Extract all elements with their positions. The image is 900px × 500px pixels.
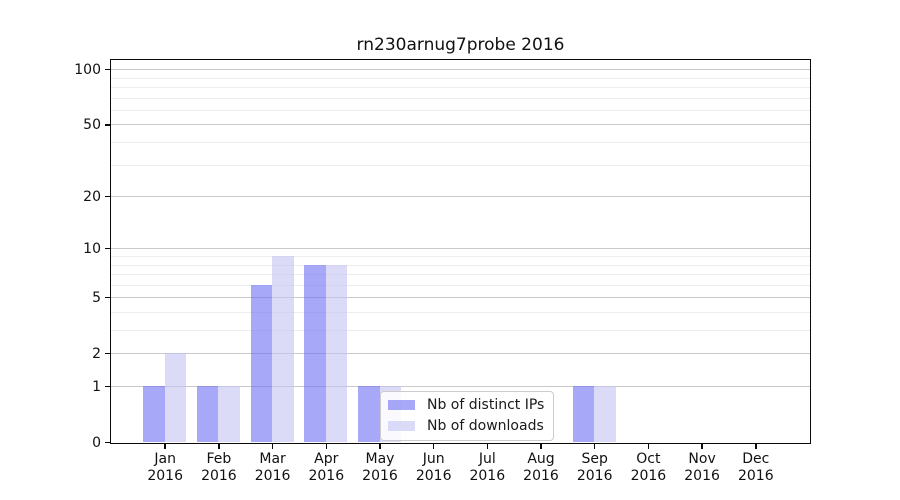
y-gridline-minor [111,77,810,79]
x-tick-label-sep: Sep 2016 [576,450,613,484]
x-tick-mark [755,444,757,449]
x-tick-label-oct: Oct 2016 [630,450,667,484]
y-tick-label: 100 [74,61,101,78]
bar-downloads-jan [164,353,187,442]
bar-downloads-sep [594,386,616,442]
bar-downloads-apr [325,264,348,442]
x-tick-mark [701,444,703,449]
y-tick-mark [105,247,111,250]
bar-distinct-ips-apr [304,264,326,442]
x-tick-label-jul: Jul 2016 [469,450,506,484]
bar-distinct-ips-sep [572,386,595,442]
y-gridline-minor [111,164,810,166]
legend: Nb of distinct IPs Nb of downloads [380,391,555,441]
y-tick-mark [105,296,111,299]
y-gridline-minor [111,97,810,99]
bar-downloads-mar [272,255,294,442]
y-tick-label: 5 [92,289,101,306]
y-gridline-minor [111,109,810,111]
x-tick-mark [379,444,381,449]
legend-label-distinct-ips: Nb of distinct IPs [427,397,545,413]
y-gridline-minor [111,274,810,275]
y-gridline-major [111,353,810,355]
y-tick-mark [105,124,111,126]
x-tick-label-jan: Jan 2016 [147,450,184,484]
x-tick-label-may: May 2016 [362,450,398,484]
y-tick-mark [105,385,111,388]
y-gridline-minor [111,284,810,286]
y-gridline-minor [111,255,810,257]
x-tick-mark [593,444,596,449]
bar-distinct-ips-feb [196,386,219,442]
plot-area [110,59,811,444]
y-gridline-major [111,248,810,250]
x-tick-label-nov: Nov 2016 [684,450,720,484]
bar-distinct-ips-mar [250,284,273,442]
chart-title: rn230arnug7probe 2016 [356,35,565,55]
y-gridline-minor [111,86,810,88]
y-tick-label: 50 [83,116,101,133]
y-tick-mark [105,195,111,198]
y-gridline-major [111,297,810,299]
bar-distinct-ips-jan [143,386,165,442]
y-tick-label: 20 [83,188,101,205]
y-tick-mark [105,352,111,355]
y-tick-label: 2 [92,345,101,362]
y-tick-mark [105,441,111,444]
x-tick-mark [647,444,650,449]
x-tick-mark [271,444,274,449]
legend-entry-distinct-ips: Nb of distinct IPs [388,397,544,413]
y-gridline-minor [111,264,810,266]
x-tick-mark [432,444,435,449]
x-tick-label-mar: Mar 2016 [254,450,291,484]
legend-swatch-distinct-ips [388,400,415,410]
y-gridline-major [111,196,810,197]
x-tick-mark [486,444,489,449]
y-gridline-major [111,124,810,126]
bar-distinct-ips-may [358,386,380,442]
legend-entry-downloads: Nb of downloads [388,418,544,434]
x-tick-label-jun: Jun 2016 [415,450,452,484]
bar-downloads-feb [218,386,240,442]
x-tick-mark [325,444,328,449]
y-tick-label: 0 [92,434,101,451]
y-tick-label: 1 [92,378,101,395]
legend-swatch-downloads [388,421,415,431]
y-gridline-minor [111,141,810,143]
x-tick-label-aug: Aug 2016 [523,450,559,484]
y-gridline-minor [111,330,810,331]
x-tick-label-apr: Apr 2016 [308,450,345,484]
y-tick-mark [105,68,111,71]
x-tick-mark [540,444,542,449]
y-tick-label: 10 [83,240,101,257]
x-tick-mark [218,444,220,449]
x-tick-mark [164,444,166,449]
x-tick-label-dec: Dec 2016 [737,450,774,484]
legend-label-downloads: Nb of downloads [427,418,544,434]
y-gridline-major [111,386,810,387]
x-tick-label-feb: Feb 2016 [201,450,237,484]
y-gridline-major [111,69,810,71]
y-gridline-minor [111,311,810,313]
